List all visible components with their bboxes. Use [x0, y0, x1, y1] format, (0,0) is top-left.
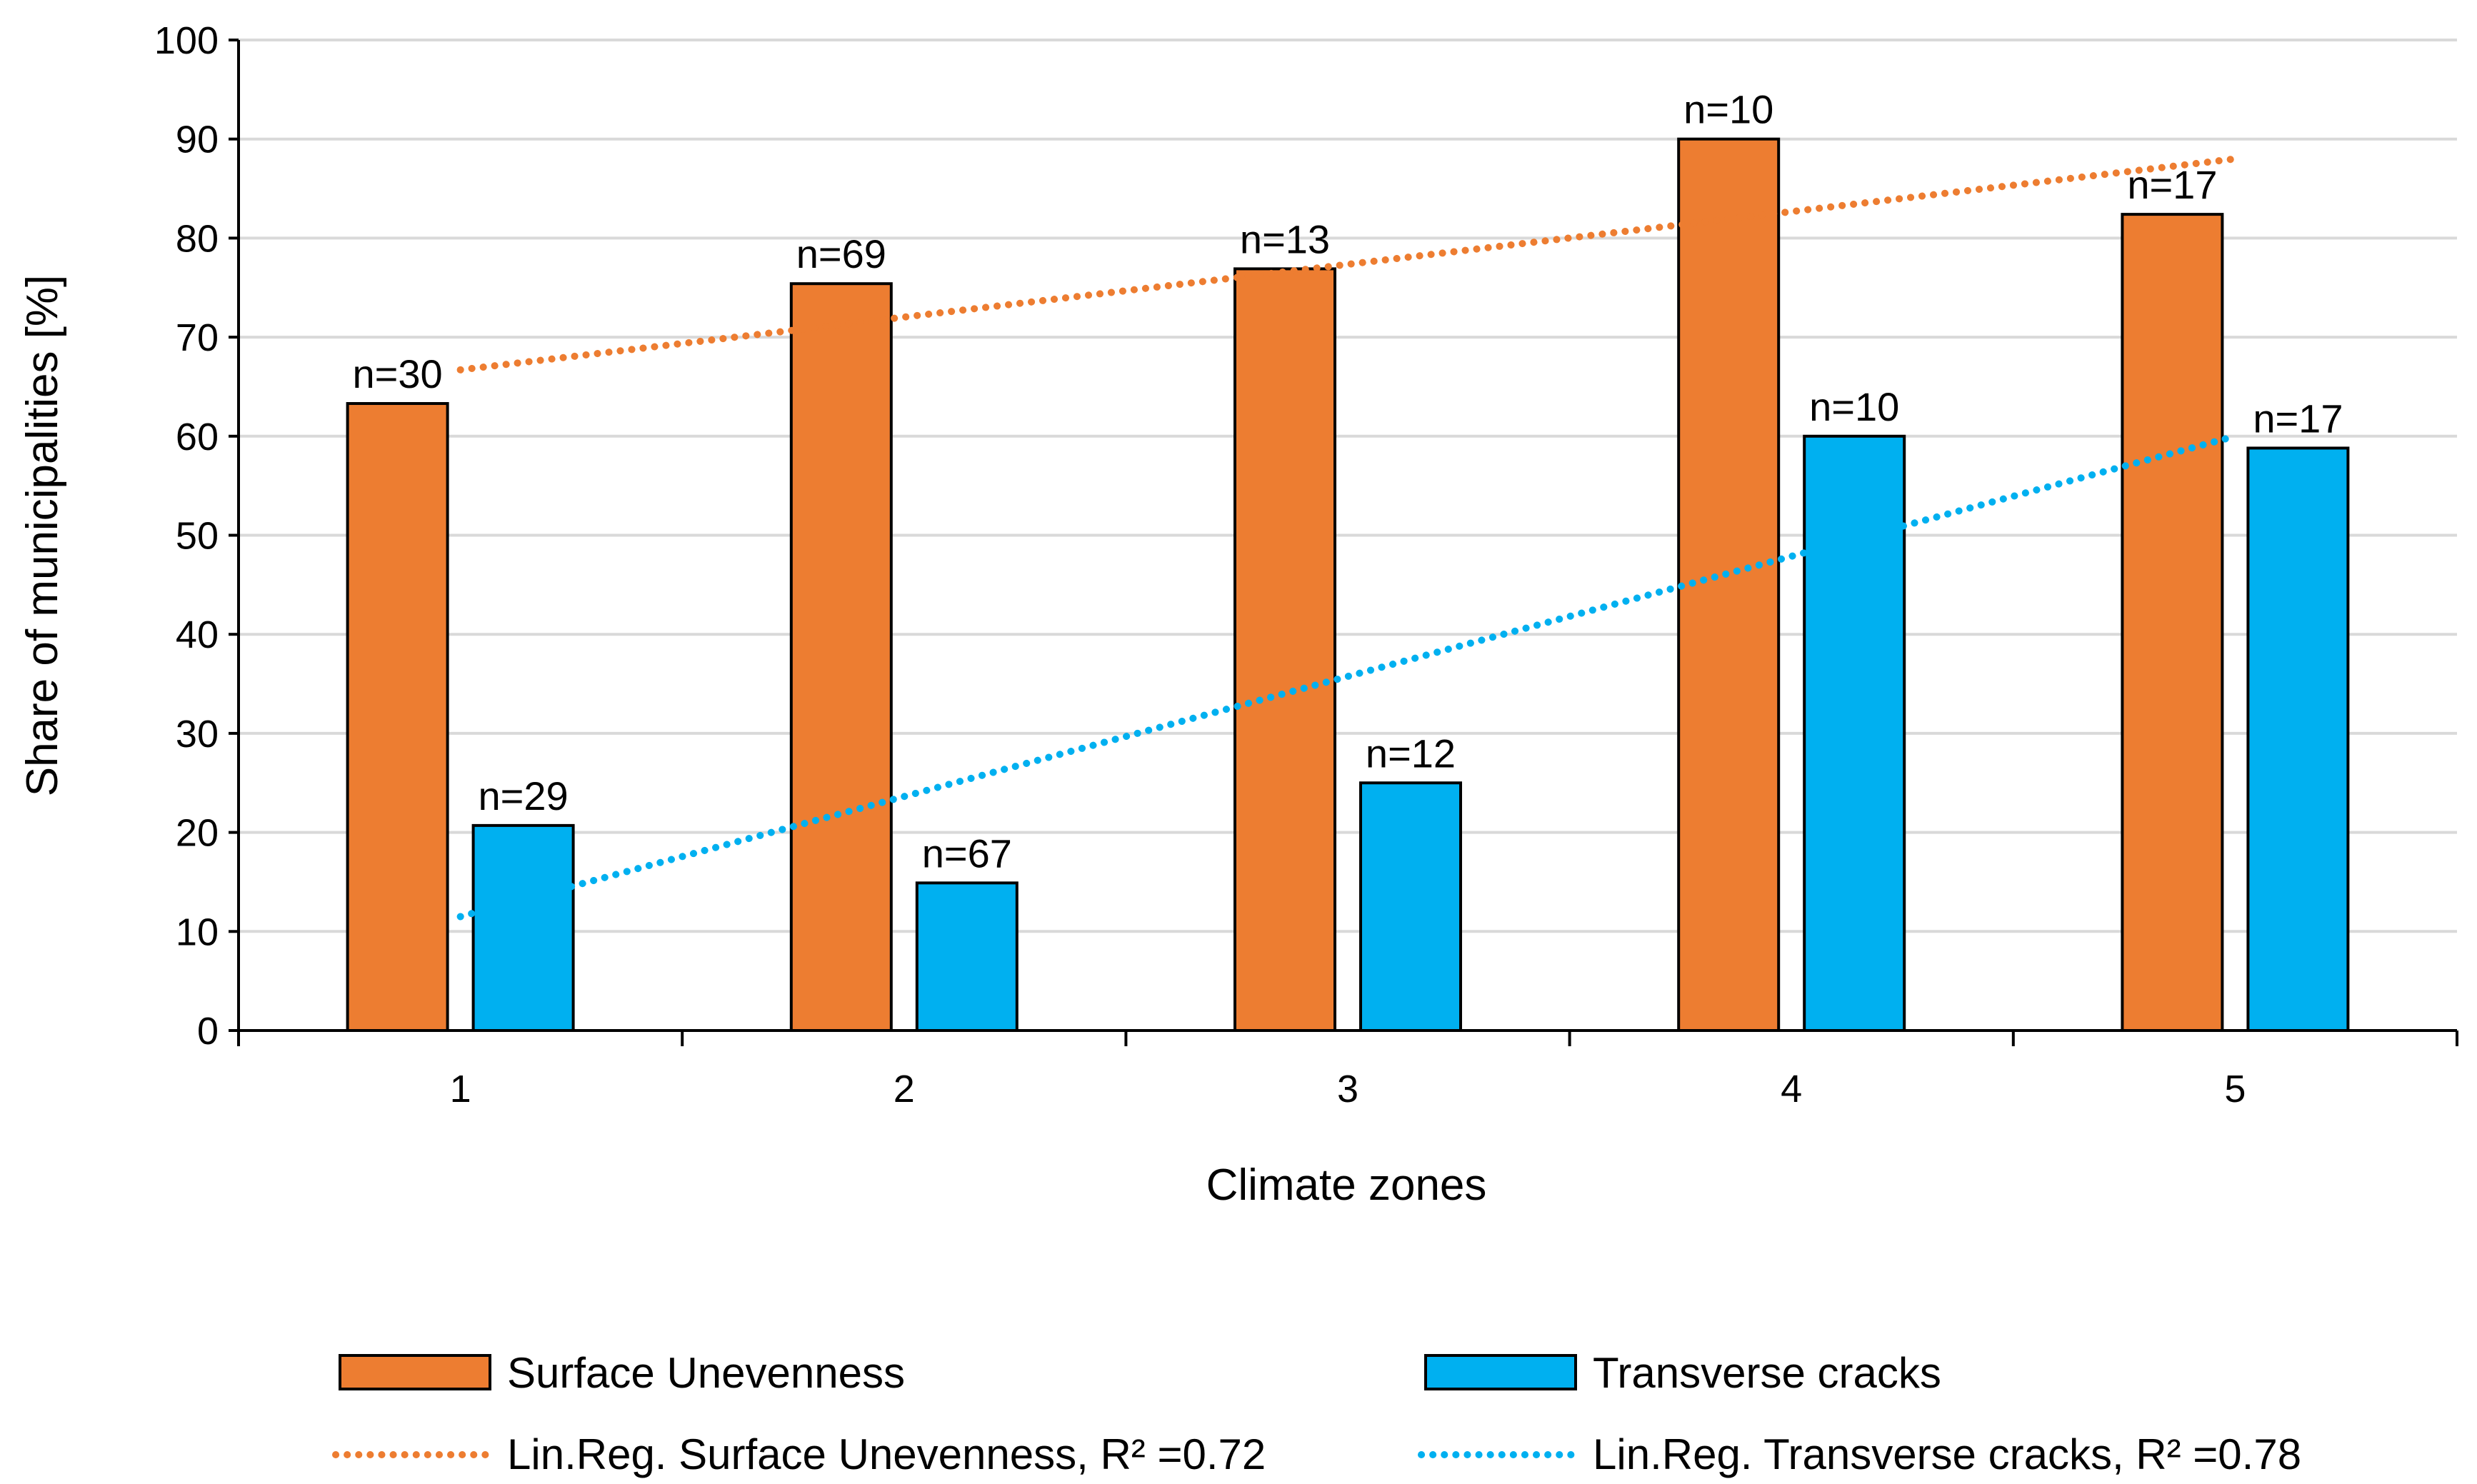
bar-data-label: n=69 — [796, 231, 886, 276]
bar-surface-unevenness — [1677, 137, 1781, 1033]
bars — [346, 137, 2350, 1033]
bar-data-label: n=10 — [1683, 87, 1773, 132]
y-tick-label: 70 — [176, 316, 219, 359]
bar-data-label: n=13 — [1240, 216, 1330, 261]
bar-surface-unevenness — [789, 282, 893, 1032]
trendline-surface-unevenness — [456, 155, 2239, 373]
y-tick-label: 0 — [197, 1010, 219, 1053]
x-tick-label: 5 — [2224, 1068, 2246, 1111]
y-tick-label: 80 — [176, 217, 219, 260]
bar-data-label: n=17 — [2127, 162, 2217, 207]
axes — [229, 39, 2458, 1046]
x-tick-label: 3 — [1337, 1068, 1358, 1111]
y-tick-label: 30 — [176, 713, 219, 756]
y-axis-title: Share of municipalities [%] — [18, 275, 67, 797]
x-tick-label: 1 — [450, 1068, 471, 1111]
x-tick-labels: 1 2 3 4 5 — [450, 1068, 2246, 1111]
x-axis-title: Climate zones — [1206, 1160, 1487, 1210]
bar-transverse-cracks — [471, 823, 575, 1032]
bar-data-label: n=29 — [479, 773, 569, 818]
bar-transverse-cracks — [2246, 446, 2350, 1032]
bar-transverse-cracks — [915, 881, 1019, 1033]
legend-label-trend-transverse-cracks: Lin.Reg. Transverse cracks, R² =0.78 — [1593, 1430, 2301, 1478]
bar-data-labels: n=30 n=69 n=13 n=10 n=17 n=29 n=67 n=12 n=10 n=17 — [353, 87, 2343, 876]
gridlines — [239, 39, 2457, 933]
bar-data-label: n=12 — [1366, 731, 1456, 776]
y-tick-label: 100 — [154, 19, 219, 62]
legend-label-surface-unevenness: Surface Unevenness — [507, 1349, 905, 1397]
trendlines — [456, 155, 2239, 921]
x-tick-label: 4 — [1781, 1068, 1802, 1111]
y-tick-label: 60 — [176, 416, 219, 458]
bar-surface-unevenness — [346, 402, 449, 1032]
legend-swatch-surface-unevenness — [339, 1354, 491, 1390]
bar-surface-unevenness — [2121, 213, 2224, 1032]
y-tick-label: 10 — [176, 911, 219, 953]
y-tick-label: 90 — [176, 119, 219, 161]
bar-surface-unevenness — [1234, 267, 1336, 1033]
bar-transverse-cracks — [1359, 781, 1462, 1032]
bar-transverse-cracks — [1803, 434, 1906, 1032]
legend-label-trend-surface-unevenness: Lin.Reg. Surface Unevenness, R² =0.72 — [507, 1430, 1266, 1478]
legend: Surface Unevenness Transverse cracks Lin… — [332, 1349, 2301, 1478]
y-tick-label: 20 — [176, 812, 219, 855]
legend-label-transverse-cracks: Transverse cracks — [1593, 1349, 1941, 1397]
y-tick-labels: 0 10 20 30 40 50 60 70 80 90 100 — [154, 19, 219, 1053]
bar-data-label: n=67 — [922, 831, 1012, 876]
trendline-transverse-cracks — [456, 432, 2239, 921]
bar-data-label: n=17 — [2253, 396, 2343, 441]
y-tick-label: 50 — [176, 515, 219, 558]
y-tick-label: 40 — [176, 613, 219, 656]
bar-data-label: n=10 — [1809, 384, 1899, 429]
bar-data-label: n=30 — [353, 351, 443, 396]
legend-swatch-transverse-cracks — [1424, 1354, 1577, 1390]
x-tick-label: 2 — [894, 1068, 915, 1111]
